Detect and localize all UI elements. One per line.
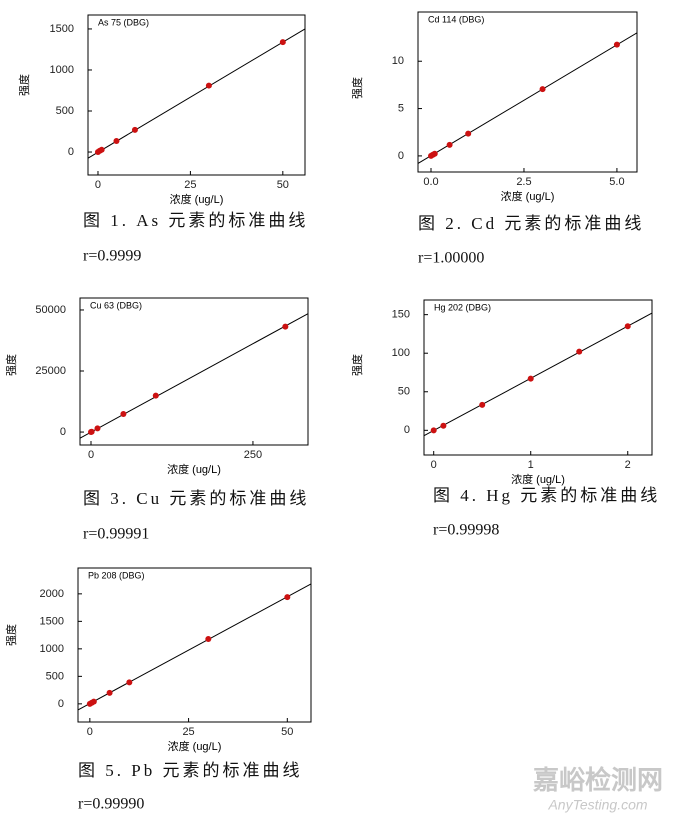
caption: 图 4. Hg 元素的标准曲线 (433, 486, 660, 505)
data-point (539, 86, 546, 93)
data-point (205, 82, 212, 89)
plot-frame (417, 11, 638, 173)
caption: 图 3. Cu 元素的标准曲线 (83, 489, 309, 508)
data-point (279, 39, 286, 46)
x-axis-label: 浓度 (ug/L) (167, 462, 221, 476)
data-point (282, 323, 289, 330)
data-point (284, 594, 291, 601)
y-tick-label: 150 (392, 309, 410, 321)
data-point (90, 698, 97, 705)
plot-frame (423, 299, 653, 456)
y-tick-label: 0 (404, 424, 410, 436)
caption: 图 2. Cd 元素的标准曲线 (418, 214, 644, 233)
x-tick-label: 50 (281, 726, 293, 738)
data-point (431, 150, 438, 157)
x-tick-label: 2 (625, 459, 631, 471)
x-tick-label: 0 (88, 449, 94, 461)
x-axis-label: 浓度 (ug/L) (511, 472, 565, 486)
plot-frame (79, 297, 309, 446)
data-point (576, 348, 583, 355)
data-point (106, 689, 113, 696)
r-value: r=0.99998 (433, 522, 499, 539)
y-tick-label: 0 (68, 146, 74, 158)
y-tick-label: 1500 (50, 23, 74, 35)
x-tick-label: 25 (182, 726, 194, 738)
y-tick-label: 0 (398, 150, 404, 162)
data-point (440, 422, 447, 429)
watermark-title: 嘉峪检测网 (533, 765, 663, 795)
y-tick-label: 50 (398, 386, 410, 398)
x-tick-label: 0 (87, 726, 93, 738)
data-point (624, 323, 631, 330)
y-axis-label: 强度 (4, 354, 18, 376)
y-tick-label: 10 (392, 55, 404, 67)
watermark-subtitle: AnyTesting.com (547, 797, 647, 813)
y-axis-label: 强度 (17, 74, 31, 96)
data-point (479, 401, 486, 408)
chart-title: Hg 202 (DBG) (434, 302, 491, 312)
data-point (126, 679, 133, 686)
y-axis-label: 强度 (4, 624, 18, 646)
chart-title: Cd 114 (DBG) (428, 14, 484, 24)
plot-frame (77, 567, 312, 723)
x-tick-label: 2.5 (516, 176, 531, 188)
y-axis-label: 强度 (350, 354, 364, 376)
y-tick-label: 0 (60, 426, 66, 438)
r-value: r=0.9999 (83, 248, 141, 265)
x-axis-label: 浓度 (ug/L) (168, 739, 222, 753)
data-point (94, 425, 101, 432)
y-tick-label: 1000 (40, 643, 64, 655)
x-tick-label: 25 (184, 179, 196, 191)
y-tick-label: 100 (392, 347, 410, 359)
x-axis-label: 浓度 (ug/L) (501, 189, 555, 203)
data-point (527, 375, 534, 382)
y-tick-label: 1500 (40, 615, 64, 627)
caption: 图 5. Pb 元素的标准曲线 (78, 761, 302, 780)
data-point (465, 130, 472, 137)
fit-line (423, 312, 653, 437)
fit-line (87, 28, 306, 159)
y-tick-label: 2000 (40, 588, 64, 600)
y-tick-label: 50000 (35, 304, 66, 316)
r-value: r=1.00000 (418, 250, 484, 267)
plot-frame (87, 14, 306, 176)
chart-title: Cu 63 (DBG) (90, 300, 142, 310)
y-tick-label: 25000 (35, 365, 66, 377)
data-point (88, 428, 95, 435)
data-point (98, 146, 105, 153)
caption: 图 1. As 元素的标准曲线 (83, 211, 308, 230)
data-point (430, 427, 437, 434)
data-point (120, 410, 127, 417)
data-point (152, 392, 159, 399)
x-tick-label: 5.0 (609, 176, 624, 188)
x-tick-label: 250 (244, 449, 262, 461)
fit-line (417, 32, 638, 164)
x-tick-label: 0 (95, 179, 101, 191)
data-point (113, 137, 120, 144)
x-axis-label: 浓度 (ug/L) (170, 192, 224, 206)
y-axis-label: 强度 (350, 77, 364, 99)
x-tick-label: 1 (528, 459, 534, 471)
r-value: r=0.99990 (78, 796, 144, 813)
fit-line (79, 313, 309, 439)
r-value: r=0.99991 (83, 526, 149, 543)
data-point (131, 126, 138, 133)
y-tick-label: 500 (46, 670, 64, 682)
data-point (205, 635, 212, 642)
data-point (613, 41, 620, 48)
data-point (446, 141, 453, 148)
y-tick-label: 5 (398, 102, 404, 114)
y-tick-label: 0 (58, 698, 64, 710)
chart-title: As 75 (DBG) (98, 17, 149, 27)
x-tick-label: 0 (431, 459, 437, 471)
x-tick-label: 50 (277, 179, 289, 191)
x-tick-label: 0.0 (423, 176, 438, 188)
y-tick-label: 1000 (50, 64, 74, 76)
y-tick-label: 500 (56, 105, 74, 117)
chart-title: Pb 208 (DBG) (88, 570, 145, 580)
fit-line (77, 583, 312, 711)
